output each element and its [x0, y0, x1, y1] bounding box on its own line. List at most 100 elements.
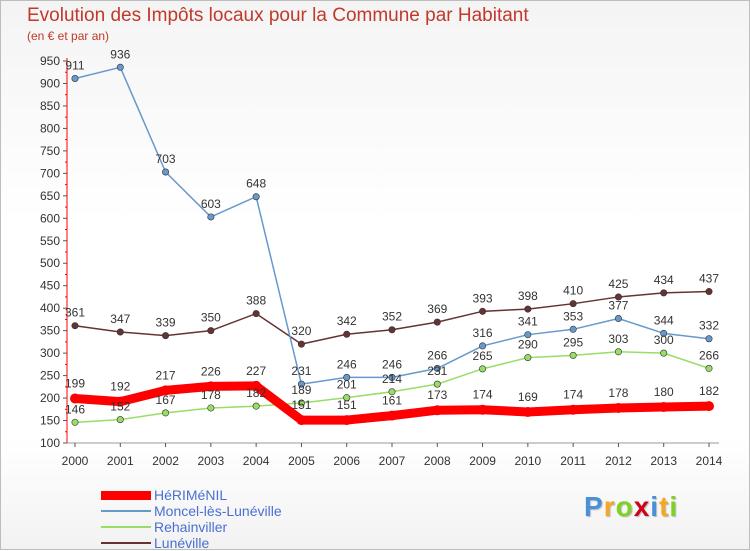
y-tick-label: 450 — [40, 279, 60, 293]
x-tick-label: 2013 — [650, 454, 677, 468]
legend-label: HéRIMéNIL — [154, 487, 228, 503]
legend-label: Rehainviller — [154, 519, 228, 535]
y-tick-label: 200 — [40, 391, 60, 405]
data-label: 911 — [65, 59, 84, 73]
y-tick-label: 400 — [40, 301, 60, 315]
data-point — [70, 393, 80, 404]
y-tick-label: 750 — [40, 144, 60, 158]
data-point — [433, 318, 441, 326]
y-tick-label: 500 — [40, 256, 60, 270]
y-tick-label: 350 — [40, 324, 60, 338]
x-tick-label: 2006 — [333, 454, 360, 468]
data-label: 174 — [563, 388, 583, 402]
logo-letter: r — [603, 491, 616, 522]
data-point — [116, 63, 124, 71]
data-point — [388, 373, 396, 381]
logo-letter: o — [615, 491, 634, 522]
data-point — [522, 406, 533, 417]
data-point — [162, 332, 170, 340]
data-point — [568, 404, 579, 415]
data-point — [660, 329, 668, 337]
data-point — [296, 415, 307, 426]
data-label: 246 — [382, 357, 402, 371]
data-point — [613, 402, 624, 413]
logo-letter: i — [669, 491, 679, 522]
data-point — [660, 289, 668, 297]
x-tick-label: 2005 — [288, 454, 315, 468]
y-tick-label: 700 — [40, 166, 60, 180]
data-point — [343, 394, 351, 402]
data-point — [252, 402, 260, 410]
x-tick-label: 2010 — [515, 454, 542, 468]
x-tick-label: 2008 — [424, 454, 451, 468]
data-label: 151 — [291, 398, 311, 412]
data-label: 361 — [65, 306, 85, 320]
legend-swatch — [101, 526, 151, 528]
data-point — [71, 322, 79, 330]
data-point — [162, 409, 170, 417]
data-point — [479, 365, 487, 373]
y-tick-label: 250 — [40, 369, 60, 383]
data-label: 178 — [201, 388, 221, 402]
data-point — [477, 404, 488, 415]
logo-letter: x — [633, 491, 651, 522]
y-tick-label: 800 — [40, 121, 60, 135]
data-label: 332 — [699, 319, 719, 333]
data-point — [704, 401, 714, 412]
data-point — [160, 385, 171, 396]
data-point — [705, 288, 713, 296]
data-point — [297, 380, 305, 388]
data-label: 303 — [608, 332, 628, 346]
data-point — [343, 373, 351, 381]
data-label: 217 — [156, 368, 176, 382]
data-label: 425 — [608, 277, 628, 291]
data-label: 398 — [518, 289, 538, 303]
data-label: 182 — [246, 386, 266, 400]
data-label: 603 — [201, 197, 221, 211]
x-tick-label: 2012 — [605, 454, 632, 468]
x-tick-label: 2011 — [560, 454, 586, 468]
data-label: 437 — [699, 272, 719, 286]
logo-letter: t — [659, 491, 670, 522]
data-label: 265 — [473, 349, 493, 363]
data-label: 173 — [427, 388, 447, 402]
data-label: 180 — [654, 385, 674, 399]
data-label: 178 — [608, 386, 628, 400]
y-tick-label: 900 — [40, 76, 60, 90]
data-point — [251, 380, 262, 391]
data-point — [207, 327, 215, 335]
data-point — [433, 364, 441, 372]
data-point — [705, 335, 713, 343]
data-label: 377 — [608, 299, 628, 313]
legend-swatch — [101, 510, 151, 512]
data-point — [433, 380, 441, 388]
legend-label: Lunéville — [154, 535, 210, 551]
data-point — [115, 396, 126, 407]
data-point — [297, 340, 305, 348]
data-label: 167 — [156, 393, 176, 407]
data-label: 266 — [427, 348, 447, 362]
data-point — [388, 388, 396, 396]
data-point — [569, 300, 577, 308]
y-tick-label: 950 — [40, 54, 60, 68]
data-point — [116, 328, 124, 336]
data-label: 169 — [518, 390, 538, 404]
data-label: 316 — [473, 326, 493, 340]
data-label: 341 — [518, 315, 538, 329]
proxiti-logo: Proxiti — [584, 491, 678, 523]
data-point — [614, 348, 622, 356]
data-label: 161 — [382, 394, 402, 408]
data-point — [660, 349, 668, 357]
y-tick-label: 650 — [40, 189, 60, 203]
data-label: 320 — [291, 324, 311, 338]
data-label: 410 — [563, 284, 583, 298]
data-label: 146 — [65, 402, 85, 416]
data-point — [71, 75, 79, 83]
y-tick-label: 850 — [40, 99, 60, 113]
x-tick-label: 2014 — [696, 454, 723, 468]
data-label: 201 — [337, 378, 357, 392]
data-point — [524, 331, 532, 339]
data-label: 344 — [654, 313, 674, 327]
data-label: 369 — [427, 302, 447, 316]
